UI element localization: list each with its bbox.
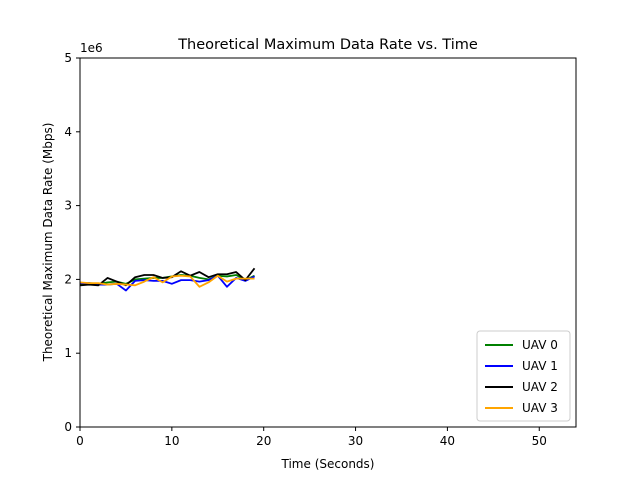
y-tick-label: 1 (64, 346, 72, 360)
x-tick-label: 50 (532, 434, 547, 448)
legend-label-uav-2: UAV 2 (522, 380, 558, 394)
series-line-uav-2 (79, 267, 256, 287)
legend-label-uav-3: UAV 3 (522, 401, 558, 415)
x-axis-ticks: 0 10 20 30 40 50 (76, 427, 547, 448)
y-tick-label: 0 (64, 420, 72, 434)
y-tick-label: 2 (64, 272, 72, 286)
y-tick-label: 4 (64, 125, 72, 139)
x-tick-label: 30 (348, 434, 363, 448)
legend-label-uav-1: UAV 1 (522, 359, 558, 373)
chart-title: Theoretical Maximum Data Rate vs. Time (177, 37, 478, 53)
x-tick-label: 20 (256, 434, 271, 448)
legend-box (476, 330, 571, 422)
x-tick-label: 0 (76, 434, 84, 448)
legend-label-uav-0: UAV 0 (522, 338, 558, 352)
legend: UAV 0 UAV 1 UAV 2 UAV 3 (476, 330, 571, 422)
y-tick-label: 5 (64, 51, 72, 65)
y-axis-ticks: 0 1 2 3 4 5 (64, 51, 80, 434)
series-line-uav-3 (79, 274, 255, 288)
x-tick-label: 10 (164, 434, 179, 448)
y-tick-label: 3 (64, 199, 72, 213)
x-tick-label: 40 (440, 434, 455, 448)
y-offset-label: 1e6 (80, 41, 103, 55)
series-lines (79, 267, 256, 292)
x-axis-label: Time (Seconds) (281, 457, 375, 471)
y-axis-label: Theoretical Maximum Data Rate (Mbps) (41, 123, 55, 363)
plot-area-frame (79, 57, 577, 428)
